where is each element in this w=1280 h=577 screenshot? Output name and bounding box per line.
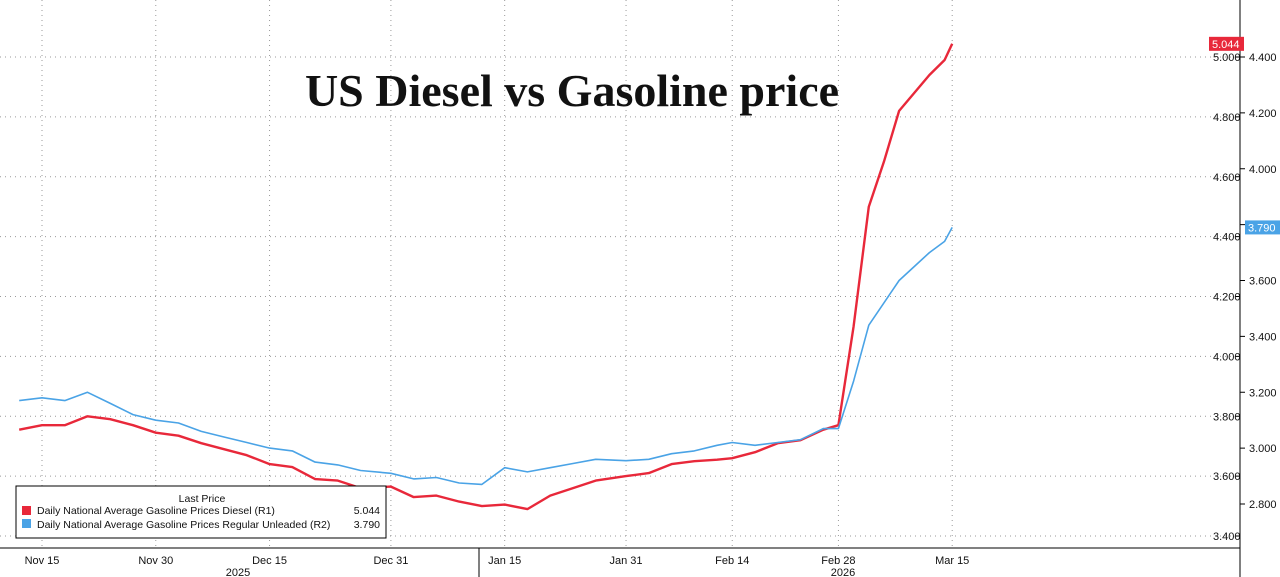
x-tick-labels: Nov 15 Nov 30 Dec 15 Dec 31 Jan 15 Jan 31 Feb … — [25, 555, 970, 567]
r1-tick-label: 4.600 — [1213, 172, 1241, 184]
last-price-tag-text: 5.044 — [1212, 39, 1240, 51]
r1-tick-label: 4.000 — [1213, 351, 1241, 363]
x-tick-label: Dec 31 — [373, 555, 408, 567]
legend-header: Last Price — [179, 493, 226, 505]
r2-tick-label: 3.600 — [1249, 276, 1277, 288]
series-line-diesel — [18, 43, 954, 511]
right-axis-r1-ticks: 3.400 3.600 3.800 4.000 4.200 4.400 4.600 4.800… — [1213, 52, 1241, 543]
legend: Last Price Daily National Average Gasoli… — [15, 485, 387, 539]
legend-box — [15, 485, 387, 539]
r2-tick-label: 4.000 — [1249, 164, 1277, 176]
r2-tick-label: 3.000 — [1249, 443, 1277, 455]
right-axis-r2-ticks: 2.8003.0003.2003.4003.6003.8004.0004.200… — [1240, 52, 1277, 511]
x-tick-label: Jan 31 — [610, 555, 643, 567]
r1-tick-label: 5.000 — [1213, 52, 1241, 64]
x-tick-label: Nov 15 — [25, 555, 60, 567]
legend-value-gasoline: 3.790 — [354, 519, 380, 531]
legend-swatch-diesel — [22, 506, 31, 515]
chart-title: US Diesel vs Gasoline price — [305, 65, 839, 116]
x-tick-label: Jan 15 — [488, 555, 521, 567]
r2-tick-label: 4.400 — [1249, 52, 1277, 64]
year-label-2026: 2026 — [831, 567, 855, 577]
r1-tick-label: 4.800 — [1213, 112, 1241, 124]
last-price-tag-text: 3.790 — [1248, 222, 1276, 234]
x-tick-label: Feb 28 — [821, 555, 855, 567]
r2-tick-label: 3.400 — [1249, 331, 1277, 343]
legend-value-diesel: 5.044 — [354, 505, 380, 517]
year-label-2025: 2025 — [226, 567, 250, 577]
legend-swatch-gasoline — [22, 519, 31, 528]
r1-tick-label: 3.600 — [1213, 471, 1241, 483]
legend-label-diesel: Daily National Average Gasoline Prices D… — [37, 505, 275, 517]
year-labels: 2025 2026 — [226, 567, 855, 577]
series-line-gasoline — [19, 227, 953, 486]
r1-tick-label: 3.400 — [1213, 531, 1241, 543]
r1-tick-label: 4.400 — [1213, 232, 1241, 244]
last-price-tag-gasoline — [1245, 220, 1280, 235]
last-price-tag-diesel — [1209, 36, 1244, 51]
last-price-tags: 5.044 3.790 — [1209, 36, 1280, 235]
series-lines — [18, 43, 954, 511]
legend-label-gasoline: Daily National Average Gasoline Prices R… — [37, 519, 330, 531]
x-tick-label: Nov 30 — [138, 555, 173, 567]
grid-horizontal — [0, 56, 1240, 537]
r2-tick-label: 2.800 — [1249, 499, 1277, 511]
r2-tick-label: 4.200 — [1249, 108, 1277, 120]
r1-tick-label: 3.800 — [1213, 411, 1241, 423]
x-tick-label: Mar 15 — [935, 555, 969, 567]
x-tick-label: Feb 14 — [715, 555, 749, 567]
x-tick-label: Dec 15 — [252, 555, 287, 567]
r1-tick-label: 4.200 — [1213, 292, 1241, 304]
r2-tick-label: 3.200 — [1249, 387, 1277, 399]
